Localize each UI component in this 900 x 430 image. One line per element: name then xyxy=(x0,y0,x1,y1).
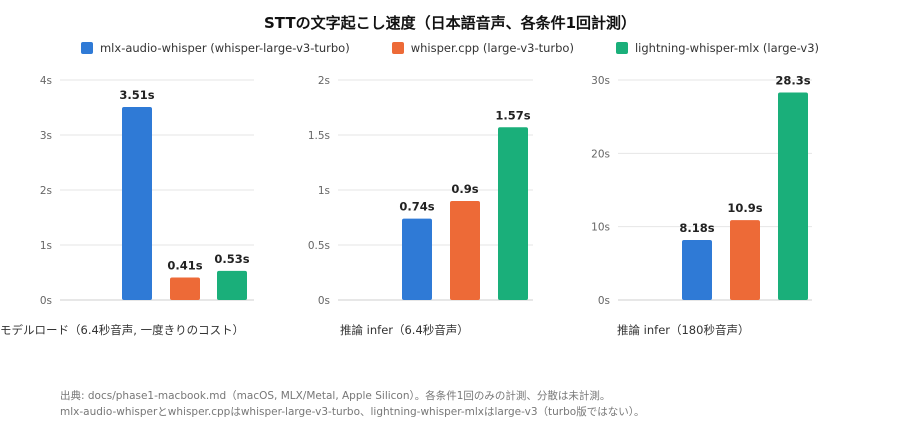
bar-value-label: 3.51s xyxy=(119,88,154,102)
y-tick-label: 1s xyxy=(318,185,330,197)
y-tick-label: 0s xyxy=(40,295,52,307)
bar xyxy=(450,201,480,300)
chart-2-xlabel: 推論 infer（6.4秒音声） xyxy=(340,323,469,337)
y-tick-label: 2s xyxy=(318,75,330,87)
y-tick-label: 1.5s xyxy=(308,130,330,142)
bar xyxy=(778,92,808,300)
legend-swatch xyxy=(615,42,628,54)
bar-value-label: 0.53s xyxy=(214,252,249,266)
chart-title: STTの文字起こし速度（日本語音声、各条件1回計測） xyxy=(263,14,637,32)
legend-label: mlx-audio-whisper (whisper-large-v3-turb… xyxy=(99,41,350,55)
legend-label: lightning-whisper-mlx (large-v3) xyxy=(634,41,820,55)
bar xyxy=(682,240,712,300)
y-tick-label: 2s xyxy=(40,185,52,197)
bar xyxy=(122,106,152,300)
y-tick-label: 4s xyxy=(40,75,52,87)
legend-item-mlx-audio-whisper: mlx-audio-whisper (whisper-large-v3-turb… xyxy=(80,41,350,55)
legend: mlx-audio-whisper (whisper-large-v3-turb… xyxy=(0,41,900,55)
bar xyxy=(217,270,247,300)
legend-label: whisper.cpp (large-v3-turbo) xyxy=(410,41,574,55)
bar xyxy=(402,218,432,300)
bar xyxy=(730,220,760,300)
bar-value-label: 10.9s xyxy=(727,201,762,215)
chart-3-xlabel: 推論 infer（180秒音声） xyxy=(617,323,750,337)
y-tick-label: 30s xyxy=(591,75,610,87)
bar-value-label: 0.41s xyxy=(167,258,202,272)
legend-item-lightning-whisper-mlx: lightning-whisper-mlx (large-v3) xyxy=(615,41,820,55)
bar-value-label: 1.57s xyxy=(495,108,530,122)
y-tick-label: 3s xyxy=(40,130,52,142)
bar-value-label: 0.74s xyxy=(399,200,434,214)
bar xyxy=(170,277,200,300)
y-tick-label: 0s xyxy=(598,295,610,307)
bar-value-label: 28.3s xyxy=(775,73,810,87)
y-tick-label: 0.5s xyxy=(308,240,330,252)
y-tick-label: 1s xyxy=(40,240,52,252)
legend-swatch xyxy=(80,42,93,54)
y-tick-label: 0s xyxy=(318,295,330,307)
footnote: 出典: docs/phase1-macbook.md（macOS, MLX/Me… xyxy=(60,388,644,420)
footnote-line-2: mlx-audio-whisperとwhisper.cppはwhisper-la… xyxy=(60,406,645,418)
footnote-line-1: 出典: docs/phase1-macbook.md（macOS, MLX/Me… xyxy=(60,390,611,402)
chart-1-xlabel: モデルロード（6.4秒音声, 一度きりのコスト） xyxy=(0,323,245,337)
legend-swatch xyxy=(391,42,404,54)
bar-value-label: 8.18s xyxy=(679,221,714,235)
y-tick-label: 20s xyxy=(591,148,610,160)
bar-value-label: 0.9s xyxy=(451,182,478,196)
legend-item-whisper-cpp: whisper.cpp (large-v3-turbo) xyxy=(391,41,574,55)
bar xyxy=(498,127,528,300)
y-tick-label: 10s xyxy=(591,222,610,234)
